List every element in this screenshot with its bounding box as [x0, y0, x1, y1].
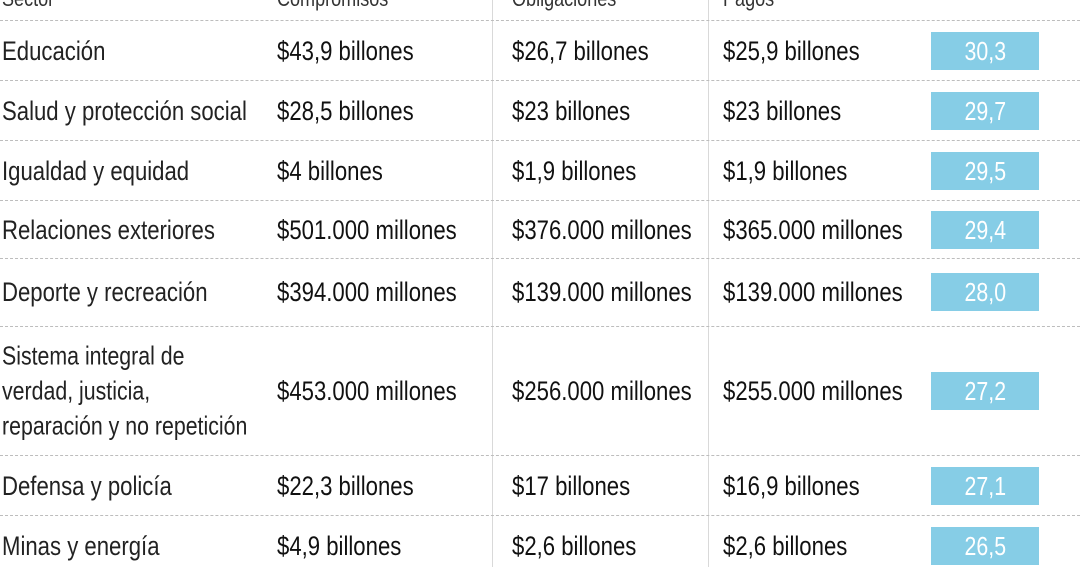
sector-name: Relaciones exteriores	[2, 214, 215, 245]
compromisos-value: $501.000 millones	[277, 214, 457, 245]
obligaciones-value: $1,9 billones	[512, 155, 637, 186]
obligaciones-value: $256.000 millones	[512, 375, 692, 406]
row-separator	[0, 515, 1080, 516]
pagos-value: $2,6 billones	[723, 530, 848, 561]
table-header: Sector Compromisos Obligaciones Pagos	[0, 0, 1080, 11]
sector-name: Minas y energía	[2, 530, 160, 561]
table-row: Relaciones exteriores $501.000 millones …	[0, 201, 1080, 258]
sector-name: Igualdad y equidad	[2, 155, 190, 186]
compromisos-value: $4 billones	[277, 155, 383, 186]
percentage-badge: 26,5	[931, 527, 1039, 565]
obligaciones-value: $17 billones	[512, 470, 631, 501]
table-row: Sistema integral de verdad, justicia, re…	[0, 327, 1080, 454]
table-row: Deporte y recreación $394.000 millones $…	[0, 259, 1080, 325]
sector-name: Deporte y recreación	[2, 276, 208, 307]
obligaciones-value: $2,6 billones	[512, 530, 637, 561]
header-pagos: Pagos	[723, 0, 774, 12]
sector-name: Educación	[2, 35, 106, 66]
compromisos-value: $22,3 billones	[277, 470, 414, 501]
row-separator	[0, 326, 1080, 327]
percentage-badge: 29,7	[931, 91, 1039, 130]
pagos-value: $365.000 millones	[723, 214, 903, 245]
compromisos-value: $453.000 millones	[277, 375, 457, 406]
percentage-badge: 28,0	[931, 273, 1039, 311]
table-row: Defensa y policía $22,3 billones $17 bil…	[0, 456, 1080, 515]
header-obligaciones: Obligaciones	[512, 0, 616, 12]
compromisos-value: $394.000 millones	[277, 276, 457, 307]
percentage-badge: 27,2	[931, 371, 1039, 410]
percentage-badge: 30,3	[931, 31, 1039, 70]
row-separator	[0, 200, 1080, 201]
pagos-value: $16,9 billones	[723, 470, 860, 501]
percentage-badge: 29,5	[931, 151, 1039, 190]
percentage-badge: 29,4	[931, 210, 1039, 249]
table-row: Salud y protección social $28,5 billones…	[0, 81, 1080, 140]
column-divider	[492, 0, 493, 567]
pagos-value: $1,9 billones	[723, 155, 848, 186]
pagos-value: $25,9 billones	[723, 35, 860, 66]
compromisos-value: $43,9 billones	[277, 35, 414, 66]
sector-name: Defensa y policía	[2, 470, 172, 501]
pagos-value: $139.000 millones	[723, 276, 903, 307]
header-sector: Sector	[2, 0, 54, 12]
compromisos-value: $28,5 billones	[277, 95, 414, 126]
sector-name: Salud y protección social	[2, 95, 247, 126]
pagos-value: $23 billones	[723, 95, 842, 126]
table-row: Educación $43,9 billones $26,7 billones …	[0, 21, 1080, 80]
row-separator	[0, 258, 1080, 259]
percentage-badge: 27,1	[931, 466, 1039, 505]
sector-name: Sistema integral de verdad, justicia, re…	[2, 340, 248, 440]
row-separator	[0, 80, 1080, 81]
header-compromisos: Compromisos	[277, 0, 388, 12]
row-separator	[0, 140, 1080, 141]
column-divider	[708, 0, 709, 567]
obligaciones-value: $139.000 millones	[512, 276, 692, 307]
table-row: Minas y energía $4,9 billones $2,6 billo…	[0, 516, 1080, 576]
row-separator	[0, 455, 1080, 456]
table-row: Igualdad y equidad $4 billones $1,9 bill…	[0, 141, 1080, 200]
obligaciones-value: $376.000 millones	[512, 214, 692, 245]
row-separator	[0, 20, 1080, 21]
pagos-value: $255.000 millones	[723, 375, 903, 406]
obligaciones-value: $23 billones	[512, 95, 631, 126]
obligaciones-value: $26,7 billones	[512, 35, 649, 66]
compromisos-value: $4,9 billones	[277, 530, 402, 561]
